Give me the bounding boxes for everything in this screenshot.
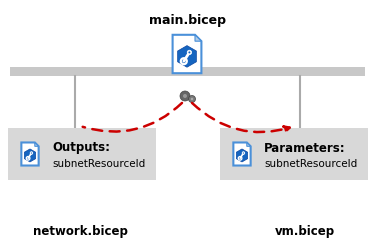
Circle shape <box>191 98 193 101</box>
Polygon shape <box>233 143 250 166</box>
Circle shape <box>183 94 187 99</box>
Circle shape <box>243 153 244 154</box>
Text: Outputs:: Outputs: <box>52 141 110 154</box>
Circle shape <box>188 52 190 54</box>
FancyBboxPatch shape <box>220 129 368 180</box>
Polygon shape <box>178 46 197 68</box>
Text: subnetResourceId: subnetResourceId <box>52 158 145 168</box>
Text: subnetResourceId: subnetResourceId <box>264 158 357 168</box>
FancyArrowPatch shape <box>82 104 182 132</box>
Circle shape <box>242 152 245 155</box>
Polygon shape <box>172 36 201 74</box>
FancyBboxPatch shape <box>8 129 156 180</box>
Circle shape <box>180 92 190 102</box>
Text: Parameters:: Parameters: <box>264 141 346 154</box>
Text: main.bicep: main.bicep <box>148 14 225 27</box>
Circle shape <box>189 96 195 103</box>
Polygon shape <box>24 149 36 162</box>
Circle shape <box>31 153 32 154</box>
FancyArrowPatch shape <box>192 104 290 133</box>
Circle shape <box>187 51 192 55</box>
Circle shape <box>30 152 33 155</box>
Polygon shape <box>21 143 39 166</box>
Polygon shape <box>35 143 39 147</box>
Polygon shape <box>247 143 250 147</box>
Bar <box>10 67 365 76</box>
Polygon shape <box>236 149 248 162</box>
Text: vm.bicep: vm.bicep <box>275 224 335 237</box>
Text: network.bicep: network.bicep <box>33 224 128 237</box>
Polygon shape <box>195 36 201 42</box>
